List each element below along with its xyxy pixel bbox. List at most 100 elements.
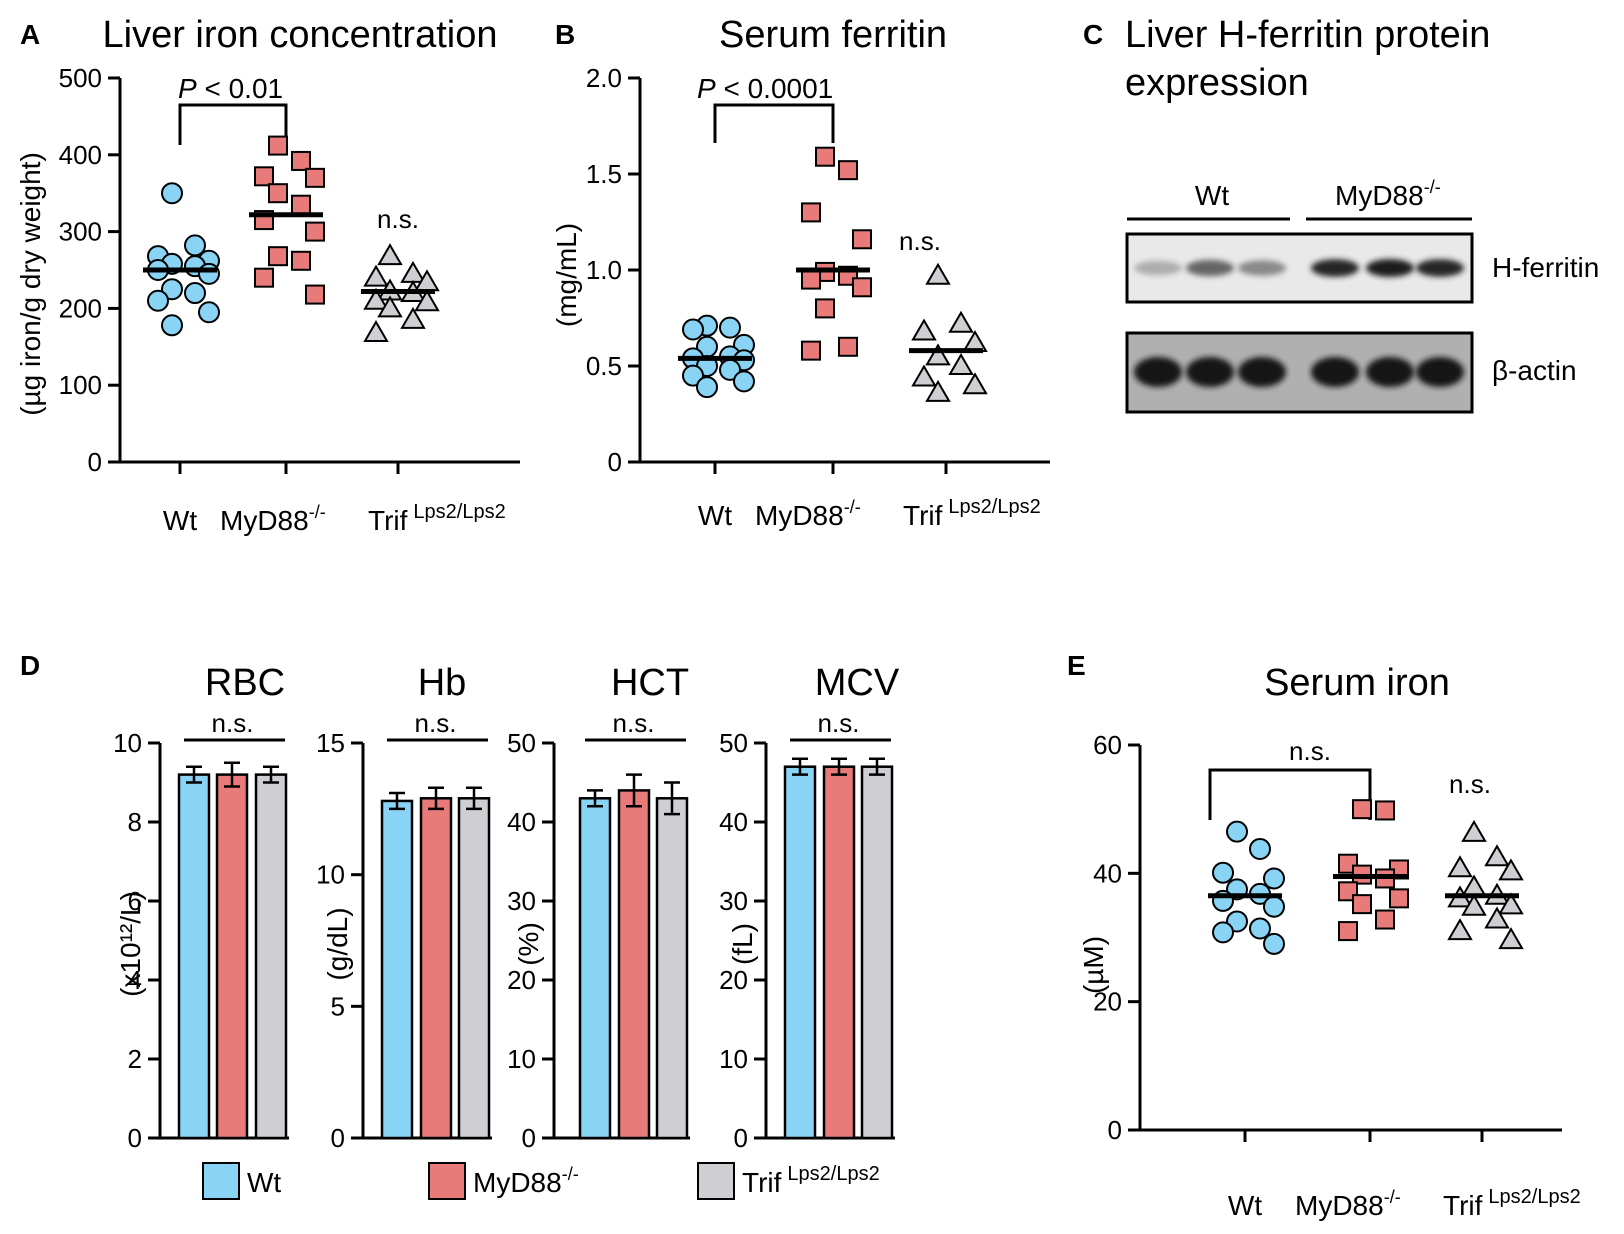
panel-a-ytick-label: 500 <box>59 63 102 93</box>
panel-a-point-myd88 <box>254 267 274 288</box>
panel-b-ytick-label: 0.5 <box>586 351 622 381</box>
panel-b-xlabel-wt: Wt <box>698 500 732 531</box>
beta-actin-band-lane-3 <box>1238 357 1286 387</box>
panel-b-point-wt <box>733 370 755 393</box>
rbc-ytick-label: 6 <box>128 886 142 916</box>
rbc-ylabel: (x10¹²/L) <box>115 891 146 997</box>
hct-ytick-label: 40 <box>507 807 536 837</box>
panel-a-ylabel: (µg iron/g dry weight) <box>15 152 46 416</box>
panel-b-xlabels: Wt MyD88-/- Trif Lps2/Lps2 <box>698 496 1041 531</box>
blot-band-label-beta-actin: β-actin <box>1492 355 1577 386</box>
panel-a-xlabel-wt: Wt <box>163 505 197 536</box>
panel-c-title-line2: expression <box>1125 62 1309 104</box>
panel-e-ytick-label: 40 <box>1093 858 1122 888</box>
panel-b-ytick-label: 1.0 <box>586 255 622 285</box>
hct-ylabel: (%) <box>513 922 544 966</box>
panel-e-point-myd88 <box>1389 888 1409 909</box>
panel-a-xlabel-trif: Trif Lps2/Lps2 <box>368 501 506 536</box>
panel-b-title: Serum ferritin <box>719 14 947 56</box>
panel-a-point-trif <box>377 295 403 318</box>
panel-a-point-trif <box>377 243 403 266</box>
panel-a-ytick-label: 400 <box>59 140 102 170</box>
panel-e-xlabel-wt: Wt <box>1228 1190 1262 1221</box>
mcv-ns-label: n.s. <box>818 708 860 738</box>
hb-title: Hb <box>418 662 467 704</box>
hb-bar-myd88 <box>419 797 453 1140</box>
hct-ytick-label: 30 <box>507 886 536 916</box>
legend-label-wt: Wt <box>247 1167 281 1198</box>
mcv-bar-myd88 <box>822 765 856 1140</box>
hb-ytick-label: 5 <box>331 991 345 1021</box>
panel-letter-e: E <box>1067 650 1086 681</box>
mcv-ytick-label: 0 <box>734 1123 748 1153</box>
panel-b-xlabel-trif: Trif Lps2/Lps2 <box>903 496 1041 531</box>
h-ferritin-band-lane-5 <box>1366 259 1414 277</box>
blot-band-label-h-ferritin: H-ferritin <box>1492 252 1599 283</box>
mcv-ytick-label: 40 <box>719 807 748 837</box>
panel-letter-c: C <box>1083 19 1103 50</box>
panel-e-ytick-label: 60 <box>1093 730 1122 760</box>
panel-a-ytick-label: 0 <box>88 447 102 477</box>
panel-b-point-trif <box>948 353 974 375</box>
hb-bar-wt <box>380 799 414 1140</box>
panel-b-point-myd88 <box>801 340 821 361</box>
rbc-title: RBC <box>205 662 285 704</box>
panel-e-point-trif <box>1461 874 1487 897</box>
legend-swatch-myd88 <box>428 1162 466 1200</box>
western-blot: Wt MyD88-/- H-ferritin β-actin <box>1125 177 1599 414</box>
panel-b-point-myd88 <box>815 146 835 167</box>
mcv-errorbar-myd88 <box>831 757 847 776</box>
panel-e-ytick-label: 20 <box>1093 987 1122 1017</box>
blot-membrane-h-ferritin <box>1125 232 1474 304</box>
hct-chart: 0 10 20 30 40 50 n.s. <box>507 708 690 1153</box>
panel-a-point-wt <box>198 262 220 285</box>
panel-e-xlabel-myd88: MyD88-/- <box>1295 1187 1401 1221</box>
h-ferritin-band-lane-1 <box>1134 260 1182 276</box>
mcv-errorbar-wt <box>792 757 808 776</box>
blot-group-label-wt: Wt <box>1195 180 1229 211</box>
panel-letter-d: D <box>20 650 40 681</box>
rbc-chart: 0 2 4 6 8 10 n.s. <box>113 708 289 1153</box>
panel-a-point-myd88 <box>305 284 325 305</box>
panel-d-legend: Wt MyD88-/- Trif Lps2/Lps2 <box>202 1162 880 1200</box>
h-ferritin-band-lane-6 <box>1416 259 1464 277</box>
panel-e-point-trif <box>1498 927 1524 950</box>
mcv-bar-trif <box>860 765 894 1140</box>
mcv-chart: 0 10 20 30 40 50 n.s. <box>719 708 895 1153</box>
panel-e-point-trif <box>1461 819 1487 842</box>
panel-a-point-wt <box>161 182 183 205</box>
panel-a-xlabels: Wt MyD88-/- Trif Lps2/Lps2 <box>163 501 506 536</box>
mcv-ytick-label: 20 <box>719 965 748 995</box>
panel-a-point-myd88 <box>268 183 288 204</box>
panel-e-pvalue: n.s. <box>1289 736 1331 766</box>
hb-ytick-label: 15 <box>316 728 345 758</box>
panel-a-point-wt <box>184 282 206 305</box>
panel-e-point-wt <box>1263 867 1285 890</box>
hct-errorbar-wt <box>587 789 603 808</box>
beta-actin-band-lane-2 <box>1186 357 1234 387</box>
rbc-errorbar-myd88 <box>224 761 240 788</box>
panel-e-point-wt <box>1263 932 1285 955</box>
panel-a-ytick-label: 100 <box>59 370 102 400</box>
hct-title: HCT <box>611 662 689 704</box>
panel-a-point-trif <box>400 306 426 329</box>
panel-a-point-trif <box>363 287 389 310</box>
panel-a-pvalue: P < 0.01 <box>178 73 283 104</box>
mcv-errorbar-trif <box>869 757 885 776</box>
hb-bar-trif <box>457 797 491 1140</box>
panel-b-point-myd88 <box>838 160 858 181</box>
panel-e-point-wt <box>1226 820 1248 843</box>
panel-a-ytick-label: 300 <box>59 217 102 247</box>
panel-b-point-trif <box>911 364 937 387</box>
panel-e-xlabels: Wt MyD88-/- Trif Lps2/Lps2 <box>1228 1186 1581 1221</box>
beta-actin-bands <box>1134 357 1464 387</box>
panel-a-point-trif <box>414 289 440 312</box>
panel-letter-b: B <box>555 19 575 50</box>
hct-bar-wt <box>578 797 612 1140</box>
hct-ytick-label: 20 <box>507 965 536 995</box>
panel-a-point-myd88 <box>291 250 311 271</box>
panel-b-point-myd88 <box>838 336 858 357</box>
panel-b-point-trif <box>948 310 974 333</box>
panel-a-ytick-label: 200 <box>59 293 102 323</box>
